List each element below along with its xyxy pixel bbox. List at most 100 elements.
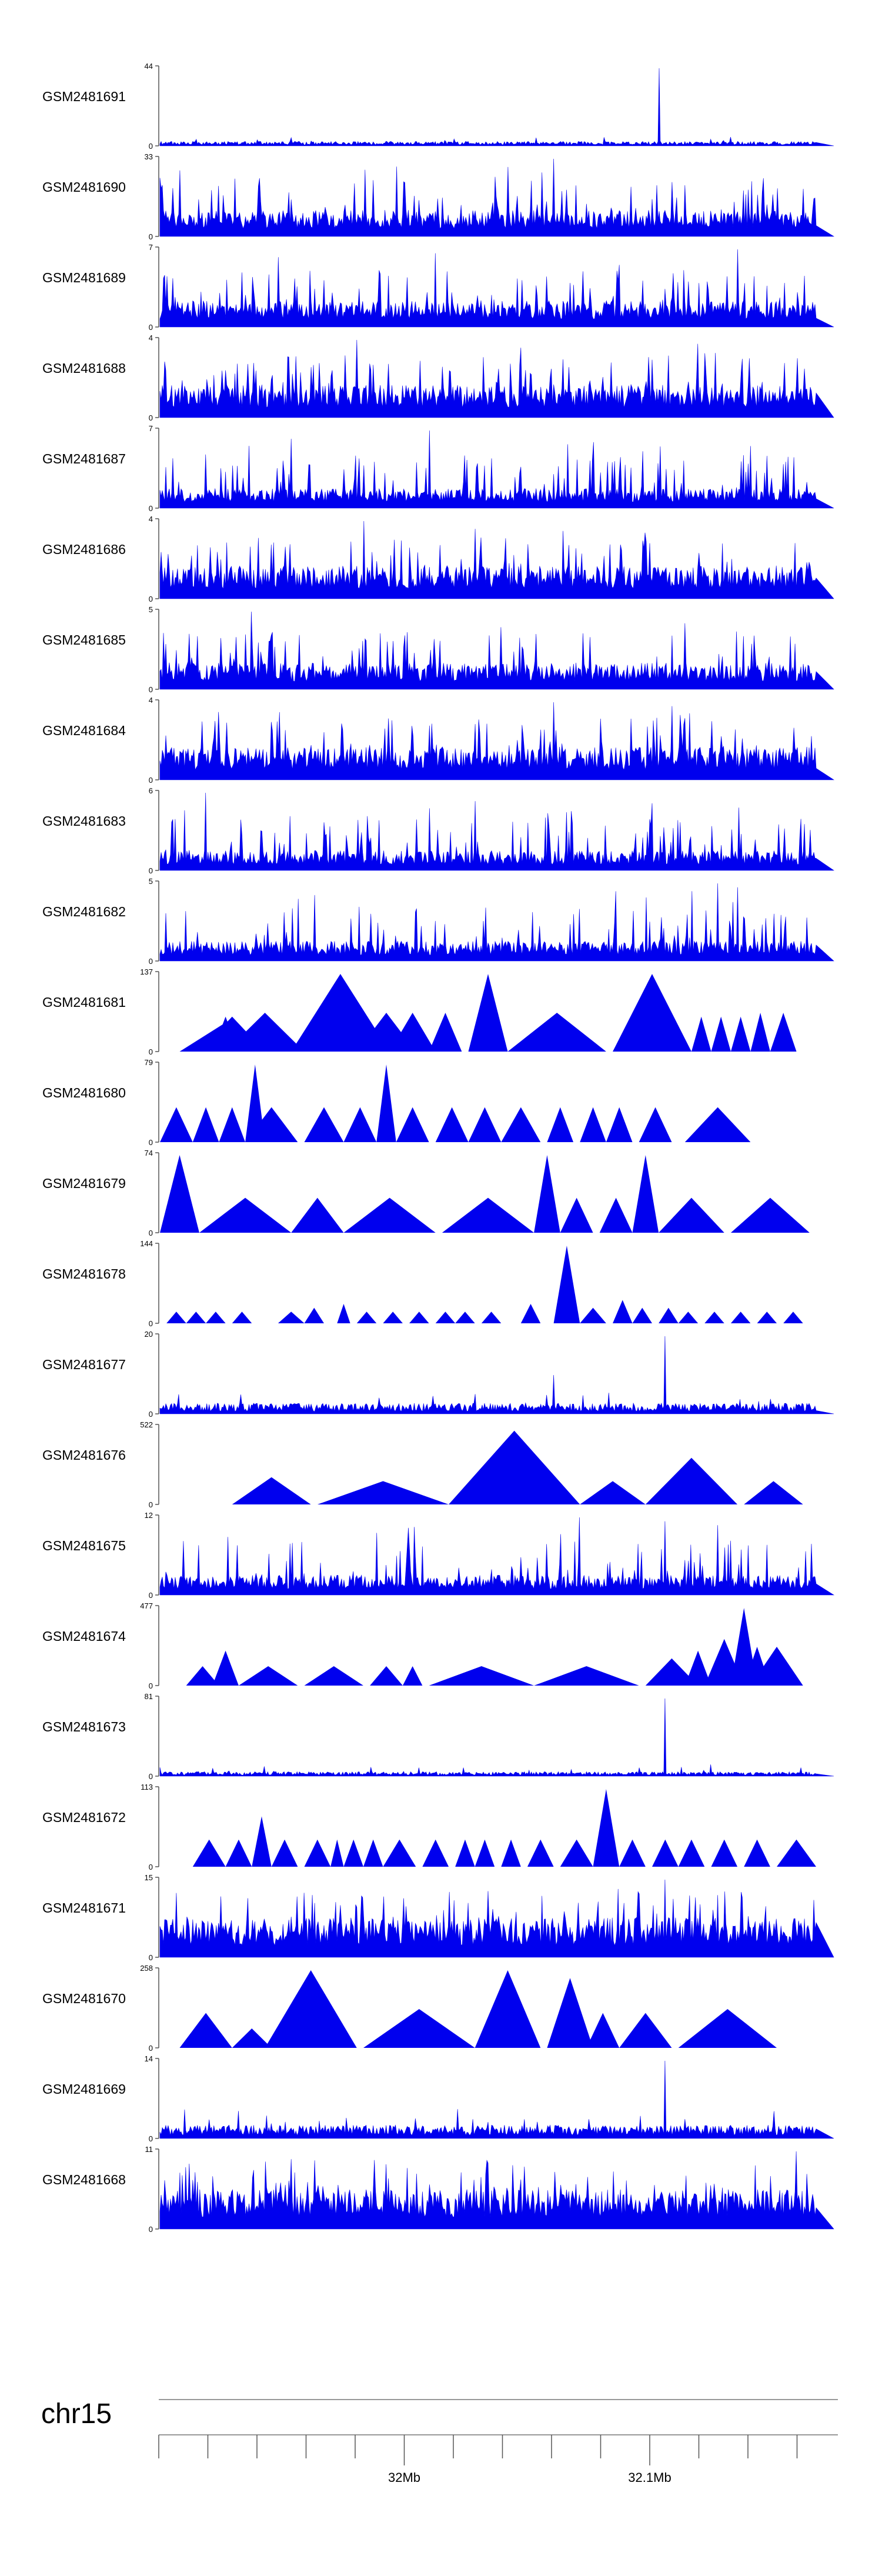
coverage-peak bbox=[520, 1304, 541, 1323]
coverage-signal bbox=[159, 520, 834, 599]
coverage-peak bbox=[343, 1839, 363, 1867]
coverage-signal bbox=[159, 1879, 834, 1958]
coverage-peak bbox=[619, 2013, 672, 2048]
y-max-label: 477 bbox=[140, 1601, 153, 1610]
coverage-signal bbox=[159, 1336, 834, 1414]
coverage-peak bbox=[356, 1312, 377, 1323]
coverage-signal bbox=[159, 249, 834, 328]
track-GSM2481674: GSM2481674 477 0 bbox=[42, 1601, 803, 1690]
coverage-peak bbox=[783, 1312, 803, 1323]
track-GSM2481688: GSM2481688 4 0 bbox=[42, 333, 834, 422]
coverage-peak bbox=[343, 1107, 377, 1142]
coverage-peak bbox=[232, 2028, 272, 2048]
coverage-peak bbox=[777, 1839, 816, 1867]
y-min-label: 0 bbox=[149, 1047, 153, 1056]
coverage-peak bbox=[586, 2013, 620, 2048]
coverage-peak bbox=[475, 1970, 541, 2048]
y-min-label: 0 bbox=[149, 142, 153, 151]
coverage-peak bbox=[304, 1666, 363, 1686]
track-GSM2481679: GSM2481679 74 0 bbox=[42, 1149, 810, 1237]
y-max-label: 7 bbox=[149, 243, 153, 252]
coverage-peak bbox=[730, 1016, 751, 1052]
y-min-label: 0 bbox=[149, 1319, 153, 1328]
track-GSM2481678: GSM2481678 144 0 bbox=[42, 1239, 803, 1328]
coverage-peak bbox=[652, 1839, 679, 1867]
y-max-label: 4 bbox=[149, 696, 153, 705]
coverage-signal bbox=[159, 2060, 834, 2139]
coverage-peak bbox=[547, 1107, 574, 1142]
coverage-peak bbox=[606, 1107, 633, 1142]
y-min-label: 0 bbox=[149, 1953, 153, 1962]
coverage-peak bbox=[613, 1300, 633, 1323]
coverage-peak bbox=[160, 1107, 193, 1142]
coverage-peak bbox=[711, 1839, 738, 1867]
coverage-peak bbox=[560, 1197, 593, 1233]
track-label: GSM2481682 bbox=[42, 904, 126, 919]
coverage-signal bbox=[159, 1517, 835, 1596]
coverage-peak bbox=[435, 1107, 469, 1142]
y-max-label: 4 bbox=[149, 515, 153, 523]
coverage-peak bbox=[645, 1457, 738, 1504]
coverage-peak bbox=[580, 1107, 606, 1142]
coverage-peak bbox=[691, 1016, 711, 1052]
y-min-label: 0 bbox=[149, 2225, 153, 2234]
y-max-label: 33 bbox=[145, 152, 153, 161]
coverage-peak bbox=[232, 1477, 311, 1504]
coverage-signal bbox=[159, 158, 835, 237]
coverage-peak bbox=[468, 974, 508, 1052]
y-max-label: 522 bbox=[140, 1420, 153, 1429]
y-min-label: 0 bbox=[149, 232, 153, 241]
coverage-peak bbox=[179, 2013, 232, 2048]
y-min-label: 0 bbox=[149, 1138, 153, 1147]
coverage-peak bbox=[291, 974, 390, 1052]
coverage-peak bbox=[186, 1666, 219, 1686]
track-label: GSM2481674 bbox=[42, 1629, 126, 1644]
coverage-peak bbox=[659, 1307, 679, 1323]
coverage-peak bbox=[711, 1016, 731, 1052]
track-label: GSM2481672 bbox=[42, 1810, 126, 1825]
coverage-peak bbox=[409, 1312, 429, 1323]
coverage-peak bbox=[632, 1307, 652, 1323]
coverage-peak bbox=[481, 1312, 502, 1323]
y-min-label: 0 bbox=[149, 866, 153, 875]
coverage-peak bbox=[553, 1246, 580, 1323]
coverage-peak bbox=[534, 1666, 639, 1686]
coverage-peak bbox=[659, 1197, 724, 1233]
x-tick-label: 32.1Mb bbox=[628, 2470, 671, 2485]
coverage-peak bbox=[370, 1666, 403, 1686]
coverage-peak bbox=[560, 1839, 593, 1867]
y-min-label: 0 bbox=[149, 2044, 153, 2053]
track-label: GSM2481680 bbox=[42, 1085, 126, 1100]
coverage-peak bbox=[449, 1430, 580, 1504]
y-max-label: 144 bbox=[140, 1239, 153, 1248]
y-max-label: 20 bbox=[145, 1330, 153, 1339]
track-GSM2481686: GSM2481686 4 0 bbox=[42, 515, 834, 603]
track-GSM2481673: GSM2481673 81 0 bbox=[42, 1692, 834, 1781]
coverage-signal bbox=[159, 68, 834, 146]
y-max-label: 7 bbox=[149, 424, 153, 433]
coverage-peak bbox=[383, 1312, 403, 1323]
coverage-peak bbox=[206, 1312, 226, 1323]
coverage-peak bbox=[337, 1304, 350, 1323]
coverage-signal bbox=[159, 2151, 834, 2230]
coverage-signal bbox=[159, 611, 834, 690]
coverage-peak bbox=[212, 1016, 239, 1052]
coverage-peak bbox=[252, 1816, 272, 1867]
track-GSM2481685: GSM2481685 5 0 bbox=[42, 605, 834, 694]
coverage-peak bbox=[442, 1197, 534, 1233]
coverage-peak bbox=[475, 1839, 495, 1867]
track-label: GSM2481673 bbox=[42, 1719, 126, 1734]
coverage-peak bbox=[501, 1839, 521, 1867]
coverage-peak bbox=[265, 1970, 357, 2048]
y-max-label: 4 bbox=[149, 333, 153, 342]
coverage-peak bbox=[730, 1197, 810, 1233]
coverage-signal bbox=[159, 792, 834, 871]
track-GSM2481690: GSM2481690 33 0 bbox=[42, 152, 835, 241]
coverage-peak bbox=[376, 1065, 396, 1142]
coverage-peak bbox=[639, 1107, 672, 1142]
coverage-peak bbox=[613, 974, 691, 1052]
coverage-peak bbox=[704, 1312, 724, 1323]
y-min-label: 0 bbox=[149, 957, 153, 966]
coverage-peak bbox=[619, 1839, 646, 1867]
coverage-peak bbox=[757, 1312, 777, 1323]
